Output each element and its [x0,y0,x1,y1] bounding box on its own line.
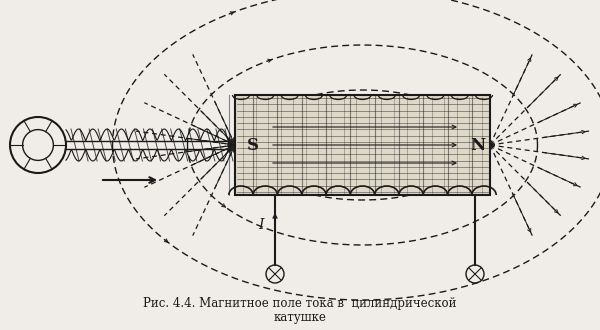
Text: Рис. 4.4. Магнитное поле тока в  цилиндрической: Рис. 4.4. Магнитное поле тока в цилиндри… [143,296,457,310]
Text: N: N [470,137,485,153]
Text: катушке: катушке [274,312,326,324]
Text: S: S [247,137,259,153]
Bar [235,95,490,195]
Bar [235,95,490,195]
Text: I: I [258,218,264,232]
